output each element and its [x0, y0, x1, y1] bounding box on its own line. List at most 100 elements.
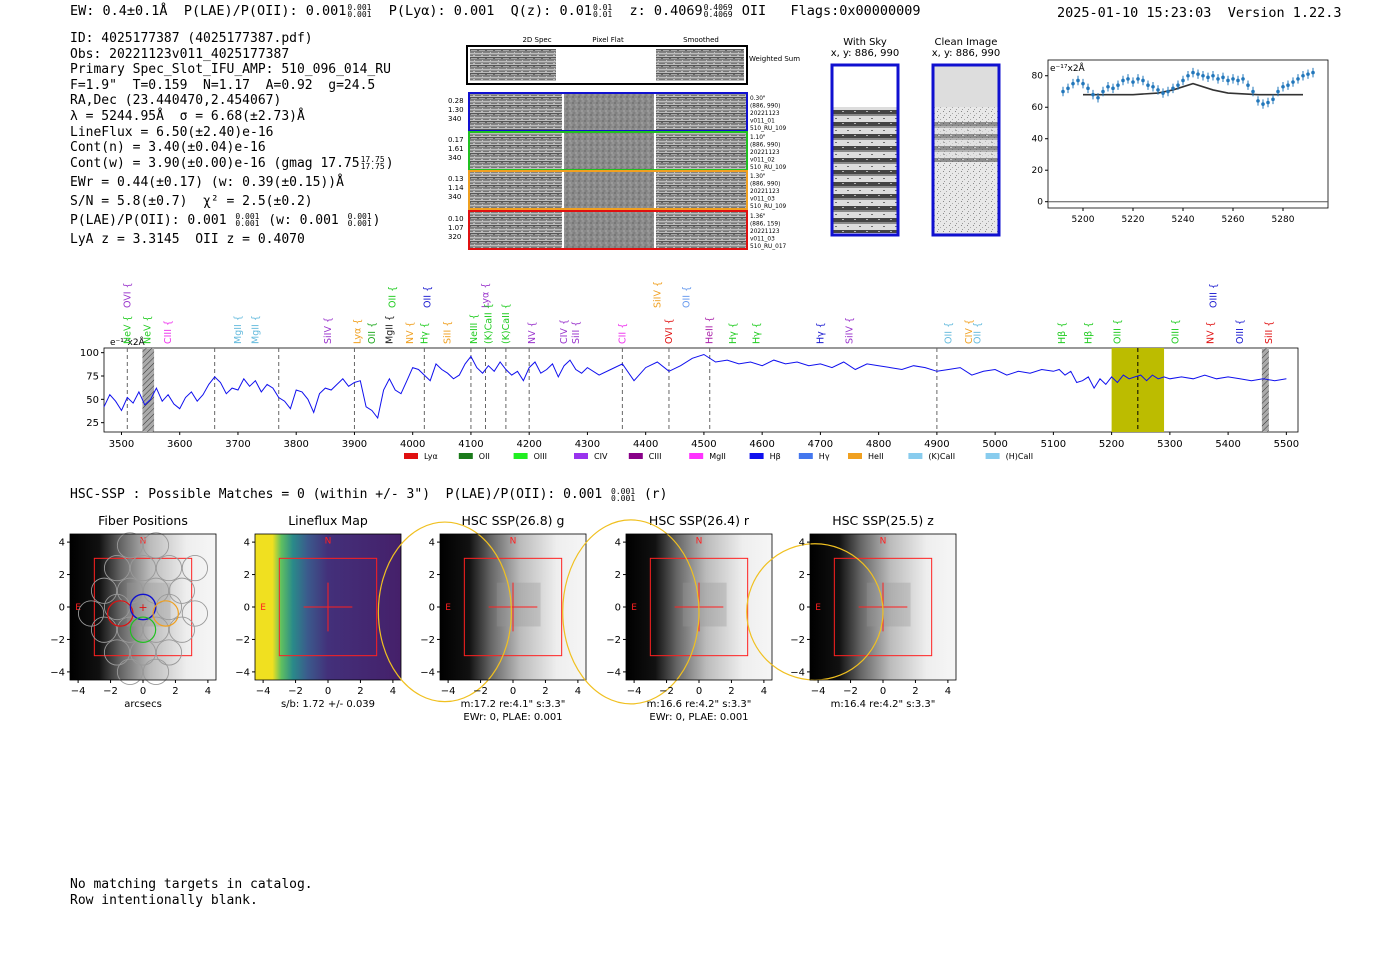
fiber-circle-10	[77, 600, 105, 627]
zoom-point	[1251, 89, 1255, 94]
xtick-label: 0	[696, 686, 702, 697]
panel-title-4: HSC SSP(25.5) z	[832, 513, 934, 528]
hsc-title-hi: 0.001	[611, 486, 636, 496]
ytick-label: −2	[420, 635, 435, 646]
line-label-5: MgII {	[250, 315, 261, 344]
hsc-panel-group: Fiber Positions N E +4 2 0 −2 −4 −4 −2 0 2 4 arcsecs L…	[50, 513, 957, 723]
hsc-title-lo: 0.001	[611, 493, 636, 503]
zoom-ytick-label: 0	[1037, 198, 1043, 208]
info-lineflux: LineFlux = 6.50(±2.40)e-16	[70, 124, 274, 140]
line-label-8: OII {	[367, 322, 378, 344]
zoom-point	[1196, 72, 1200, 76]
zoom-frame	[1047, 59, 1329, 209]
fiber-3-frame	[468, 210, 748, 250]
fiber-0-2dspec	[470, 94, 562, 130]
hsc-title: HSC-SSP : Possible Matches = 0 (within +…	[70, 487, 667, 502]
with-sky-image	[832, 107, 898, 233]
fiber-2-right-4: 510_RU_109	[750, 204, 787, 210]
line-label-1: OVI {	[122, 282, 133, 308]
zoom-ytick-label: 80	[1032, 72, 1044, 82]
legend-swatch-4	[628, 453, 643, 459]
zoom-point	[1131, 80, 1135, 84]
full-spectrum-chart: 25 50 75 100 3500 3600 3700 3800 3900 4000 4100 420…	[80, 281, 1299, 461]
full-xtick-label: 3700	[225, 439, 250, 450]
fiber-0-right-1: (886, 990)	[750, 104, 780, 110]
line-label-3: CIII {	[163, 320, 174, 344]
legend-label-5: MgII	[709, 452, 726, 461]
info-params: F=1.9" T=0.159 N=1.17 A=0.92 g=24.5	[70, 77, 376, 93]
full-xtick-label: 4300	[575, 439, 600, 450]
info-contw: Cont(w) = 3.90(±0.00)e-16 (gmag 17.75 17.…	[70, 156, 394, 175]
fiber-0-right-4: 510_RU_109	[750, 126, 787, 132]
fiber-circle-20	[129, 639, 157, 666]
zoom-point	[1246, 83, 1250, 87]
plya-value: P(Lyα): 0.001	[388, 3, 495, 19]
fiber-1-2dspec	[470, 133, 562, 169]
zoom-point	[1126, 77, 1130, 81]
legend-swatch-1	[458, 453, 473, 459]
panel-caption2-3: EWr: 0, PLAE: 0.001	[649, 712, 748, 723]
legend-label-3: CIV	[594, 452, 608, 461]
contw-end: )	[385, 155, 394, 171]
legend-swatch-3	[574, 453, 588, 459]
galaxy-core-4	[866, 582, 911, 627]
cutout-images	[830, 63, 1001, 237]
xtick-label: −2	[659, 686, 674, 697]
fiber-2-left-1: 1.14	[448, 184, 464, 192]
with-sky-xy: x, y: 886, 990	[830, 48, 900, 59]
panel-caption2-2: EWr: 0, PLAE: 0.001	[463, 712, 562, 723]
info-lambda: λ = 5244.95Å σ = 6.68(±2.73)Å	[70, 108, 305, 124]
weighted-smoothed	[656, 49, 744, 81]
zoom-point	[1091, 92, 1095, 97]
col-header-flat: Pixel Flat	[592, 36, 624, 44]
full-frame	[103, 347, 1299, 433]
xtick-label: 4	[390, 686, 396, 697]
fiber-1-flat	[564, 133, 654, 169]
xtick-label: 0	[510, 686, 516, 697]
line-label-20: CIV {	[559, 319, 570, 344]
line-label-13: OII {	[422, 286, 433, 308]
xtick-label: 2	[912, 686, 918, 697]
header-summary: EW: 0.4±0.1Å P(LAE)/P(OII): 0.001 0.001 0.…	[70, 3, 921, 19]
aperture-box-2	[463, 557, 563, 657]
zoom-fit-line	[1083, 82, 1303, 96]
ytick-label: 0	[429, 603, 435, 614]
ytick-label: 2	[429, 570, 435, 581]
zoom-point	[1151, 84, 1155, 89]
line-label-28: Hγ {	[751, 322, 762, 344]
zoom-point	[1186, 73, 1190, 78]
fiber-circle-9	[168, 577, 196, 604]
hsc-title-end: (r)	[643, 487, 668, 502]
line-label-4: MgII {	[233, 315, 244, 344]
zoom-point	[1191, 70, 1195, 75]
with-sky-label: With Sky	[843, 37, 887, 48]
xtick-label: −2	[473, 686, 488, 697]
xtick-label: −2	[843, 686, 858, 697]
fiber-0-right-3: v011_01	[750, 119, 775, 125]
legend-swatch-5	[689, 453, 704, 459]
legend-label-0: Lyα	[424, 452, 438, 461]
z-lo: 0.4069	[703, 10, 733, 19]
full-xtick-label: 4400	[633, 439, 658, 450]
detection-info: ID: 4025177387 (4025177387.pdf) Obs: 202…	[70, 31, 394, 247]
zoom-xtick-label: 5260	[1222, 215, 1245, 225]
panel-caption1-1: s/b: 1.72 +/- 0.039	[281, 699, 375, 710]
zoom-ytick-label: 40	[1032, 135, 1044, 145]
legend-label-6: Hβ	[770, 452, 781, 461]
east-label-3: E	[631, 603, 637, 613]
xtick-label: 2	[357, 686, 363, 697]
zoom-point	[1256, 99, 1260, 103]
east-label-0: E	[75, 603, 81, 613]
zoom-point	[1201, 73, 1205, 78]
info-contn: Cont(n) = 3.40(±0.04)e-16	[70, 140, 266, 156]
line-label-35: Hβ {	[1083, 322, 1094, 344]
zoom-point	[1111, 86, 1115, 91]
fiber-circle-7	[116, 577, 144, 604]
zoom-spectrum-chart: 0 20 40 60 80 5200 5220 5240 5260 5280 e⁻¹⁷x2Å	[1032, 59, 1329, 225]
zoom-point	[1276, 89, 1280, 94]
with-sky-frame	[830, 63, 900, 237]
zoom-point	[1221, 75, 1225, 80]
full-xtick-label: 4700	[808, 439, 833, 450]
zoom-point	[1071, 81, 1075, 86]
